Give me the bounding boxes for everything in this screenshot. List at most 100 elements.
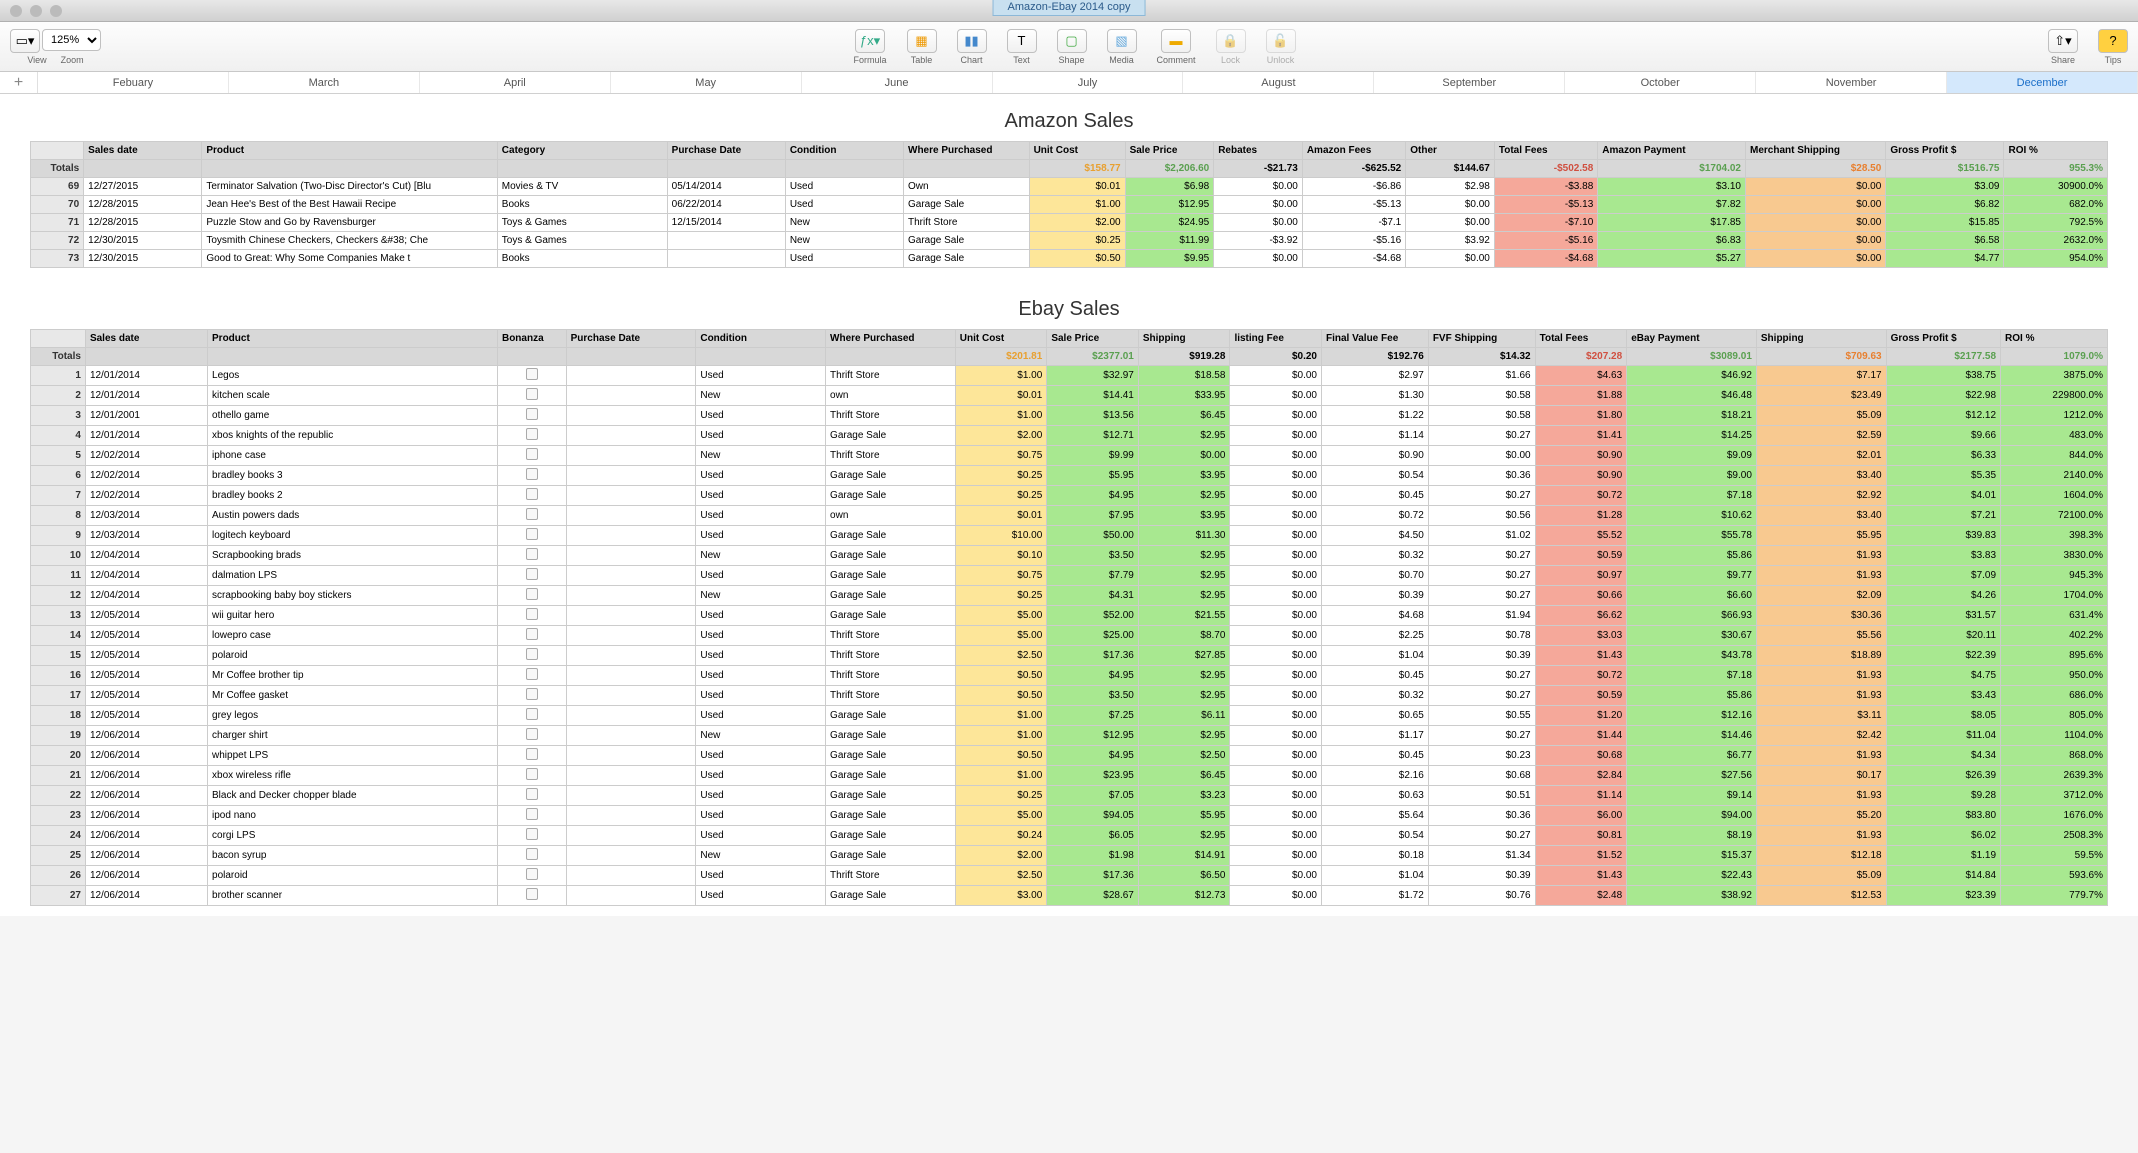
col-header[interactable]: Amazon Fees (1302, 142, 1405, 160)
month-tab-october[interactable]: October (1565, 72, 1756, 93)
checkbox[interactable] (526, 668, 538, 680)
table-row[interactable]: 7012/28/2015Jean Hee's Best of the Best … (31, 196, 2108, 214)
add-sheet-button[interactable]: + (0, 72, 38, 93)
checkbox[interactable] (526, 588, 538, 600)
table-row[interactable]: 612/02/2014bradley books 3UsedGarage Sal… (31, 466, 2108, 486)
col-header[interactable]: Sales date (84, 142, 202, 160)
checkbox[interactable] (526, 848, 538, 860)
amazon-table[interactable]: Sales dateProductCategoryPurchase DateCo… (30, 141, 2108, 268)
col-header[interactable]: Rebates (1214, 142, 1303, 160)
col-header[interactable]: Condition (696, 330, 826, 348)
table-row[interactable]: 2412/06/2014corgi LPSUsedGarage Sale$0.2… (31, 826, 2108, 846)
col-header[interactable]: Condition (785, 142, 903, 160)
shape-button[interactable]: ▢ (1057, 29, 1087, 53)
col-header[interactable]: ROI % (2004, 142, 2108, 160)
table-row[interactable]: 2712/06/2014brother scannerUsedGarage Sa… (31, 886, 2108, 906)
col-header[interactable]: Where Purchased (826, 330, 956, 348)
text-button[interactable]: T (1007, 29, 1037, 53)
close-icon[interactable] (10, 5, 22, 17)
col-header[interactable]: eBay Payment (1627, 330, 1757, 348)
chart-button[interactable]: ▮▮ (957, 29, 987, 53)
checkbox[interactable] (526, 888, 538, 900)
col-header[interactable]: Merchant Shipping (1745, 142, 1885, 160)
checkbox[interactable] (526, 868, 538, 880)
month-tab-july[interactable]: July (993, 72, 1184, 93)
col-header[interactable]: Sale Price (1047, 330, 1139, 348)
month-tab-december[interactable]: December (1947, 72, 2138, 93)
table-row[interactable]: 1012/04/2014Scrapbooking bradsNewGarage … (31, 546, 2108, 566)
table-row[interactable]: 2012/06/2014whippet LPSUsedGarage Sale$0… (31, 746, 2108, 766)
lock-button[interactable]: 🔒 (1216, 29, 1246, 53)
checkbox[interactable] (526, 408, 538, 420)
table-row[interactable]: 1312/05/2014wii guitar heroUsedGarage Sa… (31, 606, 2108, 626)
col-header[interactable]: FVF Shipping (1428, 330, 1535, 348)
checkbox[interactable] (526, 528, 538, 540)
month-tab-march[interactable]: March (229, 72, 420, 93)
zoom-select[interactable]: 125% (42, 29, 101, 51)
col-header[interactable]: ROI % (2001, 330, 2108, 348)
col-header[interactable]: Bonanza (497, 330, 566, 348)
col-header[interactable]: listing Fee (1230, 330, 1322, 348)
month-tab-april[interactable]: April (420, 72, 611, 93)
checkbox[interactable] (526, 568, 538, 580)
table-row[interactable]: 2112/06/2014xbox wireless rifleUsedGarag… (31, 766, 2108, 786)
table-row[interactable]: 1212/04/2014scrapbooking baby boy sticke… (31, 586, 2108, 606)
month-tab-febuary[interactable]: Febuary (38, 72, 229, 93)
minimize-icon[interactable] (30, 5, 42, 17)
col-header[interactable]: Where Purchased (904, 142, 1030, 160)
col-header[interactable]: Gross Profit $ (1886, 142, 2004, 160)
tips-button[interactable]: ? (2098, 29, 2128, 53)
col-header[interactable]: Gross Profit $ (1886, 330, 2000, 348)
col-header[interactable]: Unit Cost (955, 330, 1047, 348)
table-row[interactable]: 1912/06/2014charger shirtNewGarage Sale$… (31, 726, 2108, 746)
table-row[interactable]: 1612/05/2014Mr Coffee brother tipUsedThr… (31, 666, 2108, 686)
month-tab-may[interactable]: May (611, 72, 802, 93)
checkbox[interactable] (526, 388, 538, 400)
col-header[interactable]: Amazon Payment (1598, 142, 1746, 160)
col-header[interactable]: Other (1406, 142, 1495, 160)
month-tab-june[interactable]: June (802, 72, 993, 93)
checkbox[interactable] (526, 488, 538, 500)
month-tab-november[interactable]: November (1756, 72, 1947, 93)
col-header[interactable]: Sales date (85, 330, 207, 348)
window-controls[interactable] (0, 5, 62, 17)
col-header[interactable]: Shipping (1138, 330, 1230, 348)
checkbox[interactable] (526, 648, 538, 660)
table-row[interactable]: 1112/04/2014dalmation LPSUsedGarage Sale… (31, 566, 2108, 586)
checkbox[interactable] (526, 748, 538, 760)
checkbox[interactable] (526, 508, 538, 520)
table-row[interactable]: 2212/06/2014Black and Decker chopper bla… (31, 786, 2108, 806)
share-button[interactable]: ⇧▾ (2048, 29, 2078, 53)
table-row[interactable]: 2312/06/2014ipod nanoUsedGarage Sale$5.0… (31, 806, 2108, 826)
col-header[interactable]: Unit Cost (1029, 142, 1125, 160)
col-header[interactable]: Product (208, 330, 498, 348)
media-button[interactable]: ▧ (1107, 29, 1137, 53)
checkbox[interactable] (526, 628, 538, 640)
checkbox[interactable] (526, 468, 538, 480)
table-button[interactable]: ▦ (907, 29, 937, 53)
col-header[interactable]: Final Value Fee (1322, 330, 1429, 348)
col-header[interactable]: Total Fees (1535, 330, 1627, 348)
checkbox[interactable] (526, 368, 538, 380)
table-row[interactable]: 212/01/2014kitchen scaleNewown$0.01$14.4… (31, 386, 2108, 406)
table-row[interactable]: 1712/05/2014Mr Coffee gasketUsedThrift S… (31, 686, 2108, 706)
checkbox[interactable] (526, 808, 538, 820)
formula-button[interactable]: ƒx▾ (855, 29, 885, 53)
month-tab-september[interactable]: September (1374, 72, 1565, 93)
col-header[interactable]: Sale Price (1125, 142, 1214, 160)
table-row[interactable]: 6912/27/2015Terminator Salvation (Two-Di… (31, 178, 2108, 196)
table-row[interactable]: 312/01/2001othello gameUsedThrift Store$… (31, 406, 2108, 426)
table-row[interactable]: 1412/05/2014lowepro caseUsedThrift Store… (31, 626, 2108, 646)
checkbox[interactable] (526, 768, 538, 780)
table-row[interactable]: 812/03/2014Austin powers dadsUsedown$0.0… (31, 506, 2108, 526)
table-row[interactable]: 1812/05/2014grey legosUsedGarage Sale$1.… (31, 706, 2108, 726)
zoom-icon[interactable] (50, 5, 62, 17)
table-row[interactable]: 1512/05/2014polaroidUsedThrift Store$2.5… (31, 646, 2108, 666)
table-row[interactable]: 412/01/2014xbos knights of the republicU… (31, 426, 2108, 446)
col-header[interactable]: Shipping (1756, 330, 1886, 348)
comment-button[interactable]: ▬ (1161, 29, 1191, 53)
month-tab-august[interactable]: August (1183, 72, 1374, 93)
col-header[interactable]: Purchase Date (566, 330, 696, 348)
table-row[interactable]: 7112/28/2015Puzzle Stow and Go by Ravens… (31, 214, 2108, 232)
col-header[interactable]: Product (202, 142, 497, 160)
